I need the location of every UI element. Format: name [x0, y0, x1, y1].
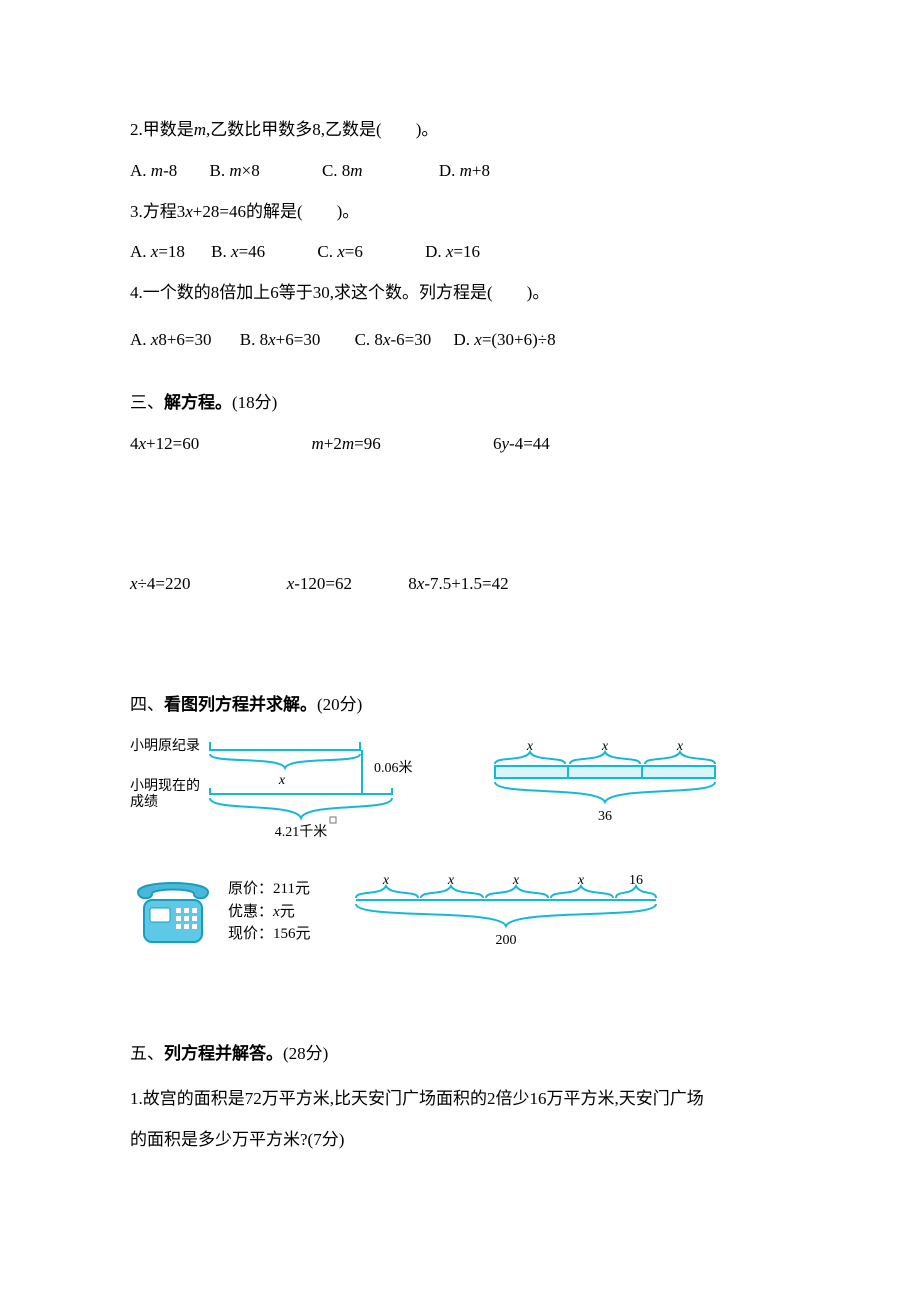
eq-2: m+2m=96	[311, 424, 380, 465]
q3-option-a: A. x=18	[130, 232, 185, 273]
q2-stem-var: m	[194, 120, 206, 139]
eq-6: 8x-7.5+1.5=42	[408, 564, 508, 605]
equation-row-1: 4x+12=60 m+2m=96 6y-4=44	[130, 424, 790, 465]
section-4-title: 看图列方程并求解。	[164, 695, 317, 714]
section-5-points: (28分)	[283, 1044, 328, 1063]
center-marker-icon	[330, 817, 336, 823]
d2-brace-1	[495, 752, 565, 764]
d4-bottom-brace	[356, 904, 656, 926]
section-4-heading: 四、看图列方程并求解。(20分)	[130, 685, 790, 726]
q3-stem-var: x	[185, 202, 193, 221]
eq-3: 6y-4=44	[493, 424, 550, 465]
q4-stem-text: 4.一个数的8倍加上6等于30,求这个数。列方程是( )。	[130, 283, 549, 302]
q2-option-a: A. m-8	[130, 151, 177, 192]
q3-stem: 3.方程3x+28=46的解是( )。	[130, 192, 790, 233]
section-3-heading: 三、解方程。(18分)	[130, 383, 790, 424]
section-5-title: 列方程并解答。	[164, 1044, 283, 1063]
d1-label-2a: 小明现在的	[130, 778, 200, 794]
eq-1: 4x+12=60	[130, 424, 199, 465]
d1-bottom-label: 4.21千米	[275, 824, 328, 840]
q4-option-b: B. 8x+6=30	[240, 320, 321, 361]
q4-options: A. x8+6=30 B. 8x+6=30 C. 8x-6=30 D. x=(3…	[130, 320, 790, 361]
diagram-2: x x x 36	[470, 732, 740, 842]
d2-brace-2	[570, 752, 640, 764]
q2-option-b: B. m×8	[209, 151, 259, 192]
q4-option-a: A. x8+6=30	[130, 320, 212, 361]
d1-label-1: 小明原纪录	[130, 738, 200, 754]
q2-option-d: D. m+8	[439, 151, 490, 192]
d1-x-label: x	[278, 773, 286, 788]
q2-stem-text: 2.甲数是	[130, 120, 194, 139]
diagram-row-2: 原价：211元 优惠：x元 现价：156元 x x x x 16	[130, 872, 790, 962]
q2-options: A. m-8 B. m×8 C. 8m D. m+8	[130, 151, 790, 192]
diagram-row-1: 小明原纪录 x 0.06米 小明现在的 成绩 4.21千米	[130, 732, 790, 842]
d1-label-2b: 成绩	[130, 794, 158, 810]
q2-option-c: C. 8m	[322, 151, 363, 192]
q2-stem-text2: ,乙数比甲数多8,乙数是( )。	[206, 120, 438, 139]
section-3-title: 解方程。	[164, 393, 232, 412]
diagram-area: 小明原纪录 x 0.06米 小明现在的 成绩 4.21千米	[130, 732, 790, 962]
sec5-q1-line1: 1.故宫的面积是72万平方米,比天安门广场面积的2倍少16万平方米,天安门广场	[130, 1079, 790, 1120]
d1-bottom-bar	[210, 788, 392, 794]
d1-bottom-brace	[210, 798, 392, 818]
section-4-prefix: 四、	[130, 695, 164, 714]
q3-stem-text2: +28=46的解是( )。	[193, 202, 360, 221]
q3-option-c: C. x=6	[317, 232, 362, 273]
d3-line-2: 优惠：x元	[228, 901, 311, 924]
q4-option-d: D. x=(30+6)÷8	[453, 320, 555, 361]
eq-4: x÷4=220	[130, 564, 190, 605]
q4-stem: 4.一个数的8倍加上6等于30,求这个数。列方程是( )。	[130, 273, 790, 314]
section-3-points: (18分)	[232, 393, 277, 412]
d2-bottom-brace	[495, 782, 715, 802]
d2-bar	[495, 766, 715, 778]
telephone-icon	[130, 872, 220, 952]
q2-stem: 2.甲数是m,乙数比甲数多8,乙数是( )。	[130, 110, 790, 151]
d4-total: 200	[495, 933, 516, 948]
q4-option-c: C. 8x-6=30	[355, 320, 432, 361]
equation-row-2: x÷4=220 x-120=62 8x-7.5+1.5=42	[130, 564, 790, 605]
section-5-prefix: 五、	[130, 1044, 164, 1063]
d2-brace-3	[645, 752, 715, 764]
section-3-prefix: 三、	[130, 393, 164, 412]
section-4-points: (20分)	[317, 695, 362, 714]
d2-total: 36	[598, 809, 612, 824]
d3-line-3: 现价：156元	[228, 923, 311, 946]
d1-top-bar	[210, 742, 360, 750]
q3-option-d: D. x=16	[425, 232, 480, 273]
q3-stem-text1: 3.方程3	[130, 202, 185, 221]
sec5-q1-line2: 的面积是多少万平方米?(7分)	[130, 1120, 790, 1161]
d1-top-brace	[210, 754, 360, 768]
q3-option-b: B. x=46	[211, 232, 265, 273]
eq-5: x-120=62	[287, 564, 352, 605]
diagram-1: 小明原纪录 x 0.06米 小明现在的 成绩 4.21千米	[130, 732, 450, 842]
diagram-4: x x x x 16 200	[351, 872, 681, 962]
q3-options: A. x=18 B. x=46 C. x=6 D. x=16	[130, 232, 790, 273]
section-5-heading: 五、列方程并解答。(28分)	[130, 1034, 790, 1075]
d3-line-1: 原价：211元	[228, 878, 311, 901]
diagram-3: 原价：211元 优惠：x元 现价：156元	[130, 872, 311, 952]
d1-right-label: 0.06米	[374, 760, 413, 776]
